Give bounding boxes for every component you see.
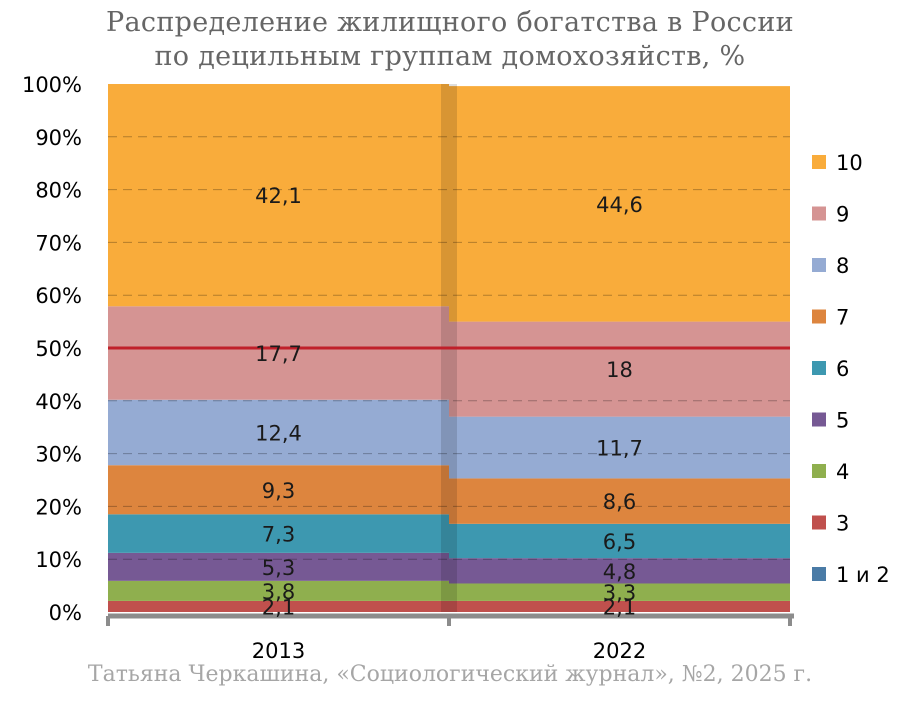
data-label-2013-9: 17,7 [255, 342, 302, 366]
legend-label-4: 4 [836, 460, 849, 484]
data-label-2022-6: 6,5 [603, 530, 636, 554]
legend-label-10: 10 [836, 151, 863, 175]
data-label-2013-3: 2,1 [262, 595, 295, 619]
bar-segment-2013-5 [108, 552, 449, 581]
legend-label-1-и-2: 1 и 2 [836, 563, 890, 587]
stacked-bar-chart: 0% 10% 20% 30% 40% 50% 60% 70% 80% 90% 100% 2013 202… [22, 73, 890, 660]
bar-segment-2022-6 [449, 523, 790, 559]
chart-title-line-2: по децильным группам домохозяйств, % [154, 41, 746, 72]
y-tick-label-50pct: 50% [35, 337, 82, 361]
legend-swatch-4 [812, 464, 826, 478]
y-tick-label-30pct: 30% [35, 443, 82, 467]
x-tick-label-2013: 2013 [252, 639, 305, 660]
chart-title: Распределение жилищного богатства в Росс… [0, 6, 900, 74]
bar-segment-2013-10 [108, 84, 449, 307]
data-label-2022-3: 2,1 [603, 595, 636, 619]
bars [108, 84, 790, 612]
data-label-2022-5: 4,8 [603, 560, 636, 584]
bar-segment-2022-10 [449, 86, 790, 322]
bar-segment-2022-3 [449, 600, 790, 612]
data-label-2022-10: 44,6 [596, 193, 643, 217]
y-tick-label-20pct: 20% [35, 495, 82, 519]
bar-segment-2013-8 [108, 399, 449, 466]
axes: 0% 10% 20% 30% 40% 50% 60% 70% 80% 90% 100% 2013 202… [22, 73, 794, 660]
legend-swatch-10 [812, 155, 826, 169]
legend-swatch-3 [812, 515, 826, 530]
data-label-2013-7: 9,3 [262, 479, 295, 503]
legend-swatch-1-и-2 [812, 567, 826, 581]
legend: 10 9 8 7 6 5 4 3 1 и 2 [812, 151, 890, 587]
source-caption: Татьяна Черкашина, «Социологический журн… [87, 662, 813, 687]
legend-label-3: 3 [836, 512, 849, 536]
legend-label-8: 8 [836, 254, 849, 278]
legend-swatch-7 [812, 309, 826, 324]
y-tick-label-60pct: 60% [35, 284, 82, 308]
bar-segment-2013-9 [108, 306, 449, 400]
y-tick-label-0pct: 0% [49, 601, 82, 625]
bar-segment-2022-5 [449, 558, 790, 584]
legend-swatch-6 [812, 361, 826, 375]
legend-swatch-8 [812, 258, 826, 272]
bar-segment-2013-3 [108, 600, 449, 612]
legend-label-7: 7 [836, 306, 849, 330]
data-label-2022-9: 18 [606, 358, 633, 382]
y-tick-label-100pct: 100% [22, 73, 82, 97]
x-tick-label-2022: 2022 [593, 639, 646, 660]
bar-segment-2022-4 [449, 583, 790, 601]
data-label-2022-4: 3,3 [603, 581, 636, 605]
data-labels: 2,13,85,37,39,312,417,742,12,13,34,86,58… [255, 184, 643, 619]
legend-label-9: 9 [836, 203, 849, 227]
y-tick-label-80pct: 80% [35, 179, 82, 203]
legend-swatch-5 [812, 412, 826, 427]
bar-segment-2013-4 [108, 580, 449, 601]
y-tick-label-10pct: 10% [35, 548, 82, 572]
y-tick-label-90pct: 90% [35, 126, 82, 150]
data-label-2013-8: 12,4 [255, 421, 302, 445]
data-label-2013-6: 7,3 [262, 523, 295, 547]
bar-segment-2013-7 [108, 465, 449, 515]
y-tick-label-70pct: 70% [35, 231, 82, 255]
data-label-2022-7: 8,6 [603, 490, 636, 514]
data-label-2013-4: 3,8 [262, 580, 295, 604]
bar-segment-2013-6 [108, 514, 449, 553]
bar-segment-2022-7 [449, 478, 790, 524]
bar-segment-2022-9 [449, 321, 790, 417]
chart-title-line-1: Распределение жилищного богатства в Росс… [106, 7, 794, 38]
legend-label-5: 5 [836, 409, 849, 433]
legend-label-6: 6 [836, 357, 849, 381]
bar-segment-2022-8 [449, 416, 790, 479]
data-label-2013-10: 42,1 [255, 184, 302, 208]
data-label-2013-5: 5,3 [262, 556, 295, 580]
data-label-2022-8: 11,7 [596, 437, 643, 461]
legend-swatch-9 [812, 206, 826, 221]
y-tick-label-40pct: 40% [35, 390, 82, 414]
